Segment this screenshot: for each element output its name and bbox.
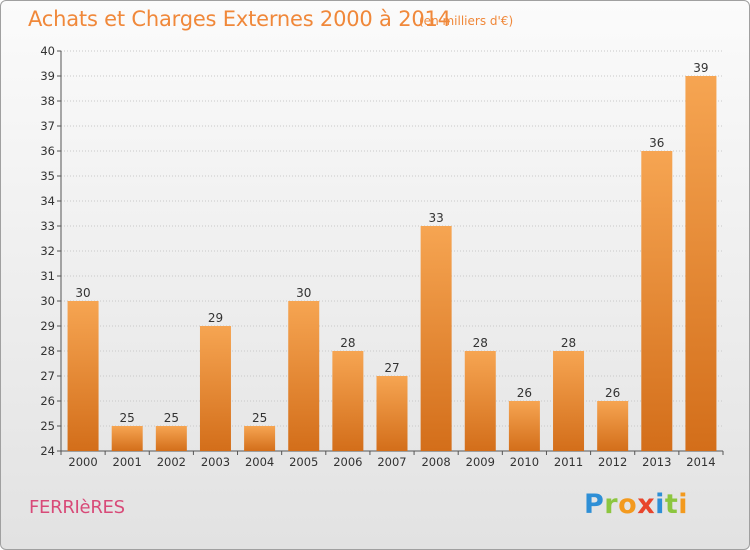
bar-2000 xyxy=(67,301,99,451)
bar-2001 xyxy=(111,426,143,451)
bar-2012 xyxy=(597,401,629,451)
data-label-2004: 25 xyxy=(252,411,267,425)
data-label-2000: 30 xyxy=(75,286,90,300)
y-tick-label: 38 xyxy=(40,94,55,108)
x-tick-label: 2003 xyxy=(201,455,230,469)
data-label-2012: 26 xyxy=(605,386,620,400)
y-tick-label: 34 xyxy=(40,194,55,208)
logo-letter: t xyxy=(664,489,679,520)
y-tick-label: 26 xyxy=(40,394,55,408)
bar-2004 xyxy=(244,426,276,451)
data-label-2002: 25 xyxy=(164,411,179,425)
chart-subtitle: (en milliers d'€) xyxy=(419,14,514,28)
bar-2003 xyxy=(199,326,231,451)
y-tick-label: 25 xyxy=(40,419,55,433)
x-tick-label: 2011 xyxy=(554,455,583,469)
data-label-2010: 26 xyxy=(517,386,532,400)
bar-2005 xyxy=(288,301,320,451)
data-labels: 30 25 25 29 25 30 28 27 33 28 26 28 26 36 39 xyxy=(75,61,708,425)
y-tick-label: 35 xyxy=(40,169,55,183)
y-tick-label: 33 xyxy=(40,219,55,233)
y-tick-label: 30 xyxy=(40,294,55,308)
commune-name: FERRIèRES xyxy=(29,497,125,518)
x-tick-label: 2012 xyxy=(598,455,627,469)
y-tick-label: 32 xyxy=(40,244,55,258)
y-tick-label: 29 xyxy=(40,319,55,333)
bar-2008 xyxy=(420,226,452,451)
proxiti-logo: Proxiti xyxy=(584,489,688,520)
y-tick-label: 28 xyxy=(40,344,55,358)
bar-2002 xyxy=(155,426,187,451)
bar-2010 xyxy=(508,401,540,451)
bar-2006 xyxy=(332,351,364,451)
data-label-2009: 28 xyxy=(473,336,488,350)
y-tick-label: 36 xyxy=(40,144,55,158)
x-tick-label: 2005 xyxy=(289,455,318,469)
x-tick-label: 2002 xyxy=(157,455,186,469)
data-label-2008: 33 xyxy=(428,211,443,225)
bar-2013 xyxy=(641,151,673,451)
x-tick-label: 2001 xyxy=(113,455,142,469)
bar-2009 xyxy=(464,351,496,451)
logo-letter: x xyxy=(637,489,656,520)
logo-letter: r xyxy=(604,489,619,520)
data-label-2003: 29 xyxy=(208,311,223,325)
y-tick-label: 31 xyxy=(40,269,55,283)
x-tick-label: 2006 xyxy=(333,455,362,469)
data-label-2001: 25 xyxy=(120,411,135,425)
y-tick-label: 37 xyxy=(40,119,55,133)
data-label-2006: 28 xyxy=(340,336,355,350)
bar-2011 xyxy=(553,351,585,451)
y-tick-label: 27 xyxy=(40,369,55,383)
x-tick-label: 2009 xyxy=(466,455,495,469)
data-label-2013: 36 xyxy=(649,136,664,150)
logo-letter: i xyxy=(678,489,689,520)
x-tick-label: 2014 xyxy=(686,455,715,469)
x-tick-label: 2013 xyxy=(642,455,671,469)
x-tick-label: 2007 xyxy=(377,455,406,469)
y-tick-label: 24 xyxy=(40,444,55,458)
y-tick-label: 39 xyxy=(40,69,55,83)
y-tick-label: 40 xyxy=(40,44,55,58)
logo-letter: o xyxy=(618,489,638,520)
bars xyxy=(67,76,717,451)
chart-title: Achats et Charges Externes 2000 à 2014 xyxy=(28,7,451,31)
bar-2014 xyxy=(685,76,717,451)
logo-letter: i xyxy=(655,489,665,520)
x-tick-label: 2000 xyxy=(68,455,97,469)
axes: 24 25 26 27 28 29 30 31 32 33 34 35 36 37 38 39 40 2000 20… xyxy=(40,44,724,469)
bar-2007 xyxy=(376,376,408,451)
data-label-2011: 28 xyxy=(561,336,576,350)
logo-letter: P xyxy=(584,489,605,520)
data-label-2005: 30 xyxy=(296,286,311,300)
x-tick-label: 2008 xyxy=(421,455,450,469)
x-tick-label: 2010 xyxy=(510,455,539,469)
data-label-2014: 39 xyxy=(693,61,708,75)
data-label-2007: 27 xyxy=(384,361,399,375)
x-tick-label: 2004 xyxy=(245,455,274,469)
